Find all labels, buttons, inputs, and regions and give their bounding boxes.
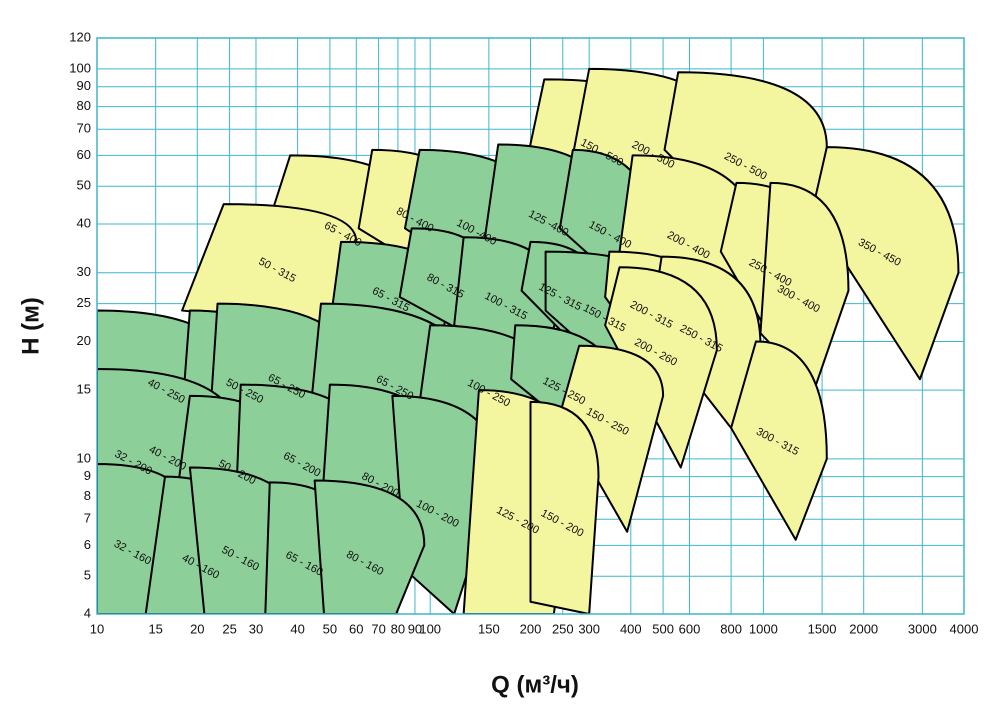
y-tick-label: 8 [84,488,91,503]
x-tick-label: 1500 [808,621,837,636]
plot-frame [96,37,965,615]
x-tick-label: 25 [222,621,236,636]
x-tick-label: 30 [249,621,263,636]
y-tick-label: 7 [84,511,91,526]
x-tick-label: 80 [391,621,405,636]
x-axis-title: Q (м³/ч) [491,671,579,698]
pump-region [529,400,600,614]
x-tick-label: 4000 [950,621,979,636]
x-tick-label: 800 [720,621,742,636]
x-tick-label: 200 [520,621,542,636]
x-tick-label: 40 [290,621,304,636]
y-axis-title: H (м) [17,297,44,355]
x-tick-label: 150 [478,621,500,636]
y-tick-label: 25 [77,295,91,310]
pump-region [730,340,828,541]
y-tick-label: 120 [69,29,91,44]
y-tick-label: 30 [77,264,91,279]
y-tick-label: 15 [77,382,91,397]
y-tick-label: 5 [84,568,91,583]
x-tick-label: 3000 [908,621,937,636]
x-tick-label: 50 [323,621,337,636]
pump-region [558,344,665,533]
x-tick-label: 100 [419,621,441,636]
y-tick-label: 90 [77,78,91,93]
y-tick-label: 50 [77,178,91,193]
y-tick-label: 80 [77,98,91,113]
x-tick-label: 15 [148,621,162,636]
y-tick-label: 10 [77,450,91,465]
x-tick-label: 10 [90,621,104,636]
y-tick-label: 9 [84,468,91,483]
y-tick-label: 40 [77,215,91,230]
pump-region [604,266,718,469]
x-tick-label: 250 [552,621,574,636]
x-tick-label: 2000 [849,621,878,636]
y-tick-label: 100 [69,60,91,75]
pump-region [313,479,426,614]
y-tick-label: 70 [77,121,91,136]
x-tick-label: 600 [679,621,701,636]
y-tick-label: 4 [84,605,91,620]
y-tick-label: 60 [77,147,91,162]
y-tick-label: 6 [84,537,91,552]
pump-region [811,146,960,381]
x-tick-label: 400 [620,621,642,636]
pump-region [759,181,850,392]
x-tick-label: 60 [349,621,363,636]
y-tick-label: 20 [77,333,91,348]
x-tick-label: 1000 [749,621,778,636]
x-tick-label: 500 [652,621,674,636]
x-tick-label: 70 [371,621,385,636]
x-tick-label: 90 [408,621,422,636]
regions [97,67,960,614]
x-tick-label: 20 [190,621,204,636]
x-tick-label: 300 [578,621,600,636]
